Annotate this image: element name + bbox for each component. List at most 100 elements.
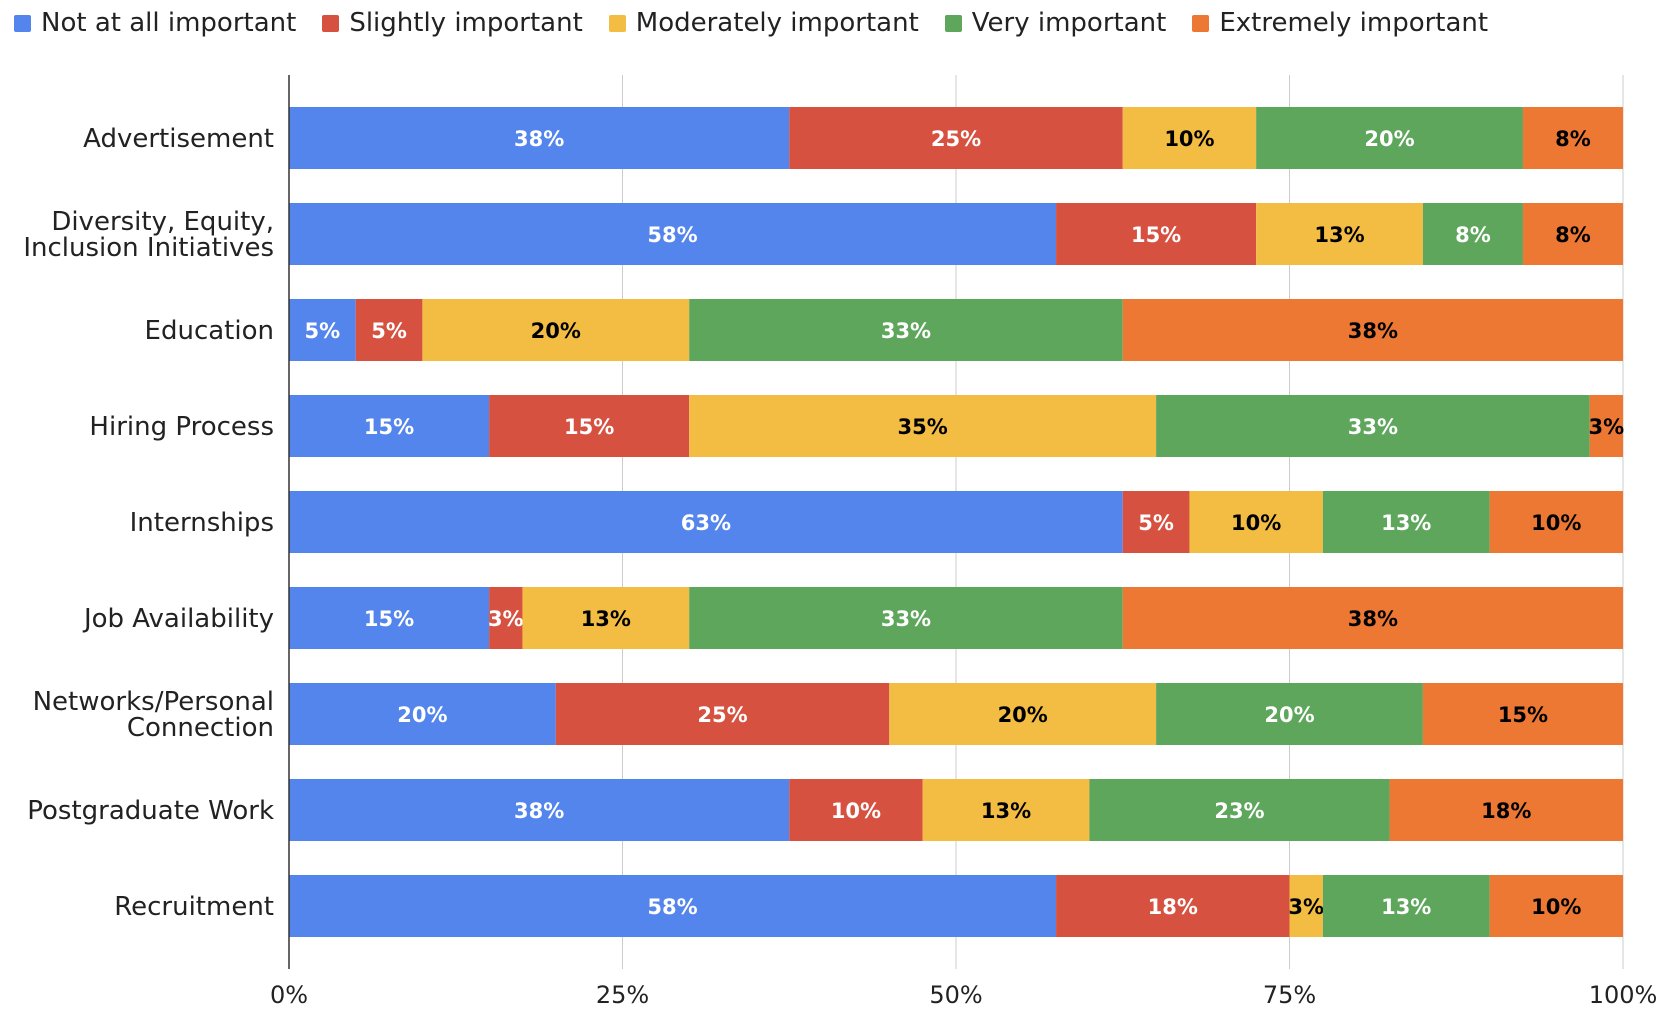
x-tick-label: 75% <box>1263 981 1316 1009</box>
legend-swatch <box>608 14 626 32</box>
legend-label: Not at all important <box>41 8 297 38</box>
bar-segment <box>289 203 1057 265</box>
data-label: 15% <box>1498 703 1548 727</box>
bar-segment <box>1189 491 1323 553</box>
legend-item: Slightly important <box>322 8 583 38</box>
legend-item: Very important <box>944 8 1167 38</box>
data-label: 33% <box>881 319 931 343</box>
data-label: 33% <box>881 607 931 631</box>
legend-swatch <box>1192 14 1210 32</box>
bar-segment <box>522 587 690 649</box>
bar-segment <box>289 779 790 841</box>
data-label: 10% <box>1231 511 1281 535</box>
bar-segment <box>1256 107 1523 169</box>
data-label: 38% <box>514 127 564 151</box>
data-label: 13% <box>1381 511 1431 535</box>
category-label-line: Postgraduate Work <box>27 796 274 826</box>
bar-segment <box>555 683 890 745</box>
category-label: Internships <box>130 508 274 538</box>
data-label: 13% <box>1381 895 1431 919</box>
bar-segment <box>789 779 923 841</box>
bar-segment <box>889 683 1157 745</box>
data-label: 38% <box>1348 607 1398 631</box>
data-label: 20% <box>1264 703 1314 727</box>
bar-segment <box>1522 203 1623 265</box>
data-label: 13% <box>1314 223 1364 247</box>
bar-segment <box>1256 203 1423 265</box>
bar-segment <box>689 587 1123 649</box>
data-label: 23% <box>1214 799 1264 823</box>
category-label: Education <box>145 316 274 346</box>
data-label: 10% <box>1531 895 1581 919</box>
category-label: Advertisement <box>83 124 274 154</box>
category-label-line: Networks/Personal <box>33 687 274 717</box>
legend-swatch <box>14 14 31 32</box>
bar-segment <box>1489 491 1623 553</box>
bar-segment <box>1156 395 1590 457</box>
chart-legend: Not at all important Slightly important Mo… <box>14 6 1514 40</box>
data-label: 15% <box>564 415 614 439</box>
x-tick-label: 100% <box>1589 981 1658 1009</box>
bar-segment <box>1289 875 1323 937</box>
data-label: 58% <box>647 223 697 247</box>
legend-label: Extremely important <box>1219 8 1489 38</box>
category-label-line: Diversity, Equity, <box>51 207 274 237</box>
bar-segment <box>289 299 356 361</box>
bar-segment <box>422 299 690 361</box>
data-label: 13% <box>981 799 1031 823</box>
data-label: 20% <box>998 703 1048 727</box>
x-tick-label: 0% <box>270 981 308 1009</box>
data-label: 33% <box>1348 415 1398 439</box>
category-label-line: Recruitment <box>114 892 274 922</box>
x-tick-label: 25% <box>596 981 649 1009</box>
category-label-line: Connection <box>127 713 274 743</box>
x-tick-label: 50% <box>929 981 982 1009</box>
bar-segment <box>1122 107 1257 169</box>
bar-segment <box>1589 395 1623 457</box>
bar-segment <box>289 395 490 457</box>
bar-segment <box>789 107 1123 169</box>
legend-label: Moderately important <box>635 8 919 38</box>
data-label: 5% <box>305 319 341 343</box>
legend-item: Extremely important <box>1192 8 1488 38</box>
data-label: 10% <box>831 799 881 823</box>
legend-item: Moderately important <box>608 8 919 38</box>
category-label-line: Internships <box>130 508 274 538</box>
bar-segment <box>289 683 556 745</box>
bar-segment <box>1122 491 1190 553</box>
data-label: 20% <box>1364 127 1414 151</box>
legend-swatch <box>944 14 962 32</box>
bar-segment <box>1522 107 1623 169</box>
bar-segment <box>289 587 490 649</box>
data-label: 25% <box>931 127 981 151</box>
data-label: 3% <box>488 607 524 631</box>
category-label: Postgraduate Work <box>27 796 274 826</box>
data-label: 8% <box>1555 127 1591 151</box>
data-label: 8% <box>1555 223 1591 247</box>
data-label: 38% <box>1348 319 1398 343</box>
bar-segment <box>1122 587 1623 649</box>
bar-segment <box>1422 203 1523 265</box>
bar-segment <box>1056 875 1290 937</box>
category-label-line: Job Availability <box>82 604 274 634</box>
data-label: 5% <box>1138 511 1174 535</box>
bar-segment <box>1322 875 1490 937</box>
bar-segment <box>1056 203 1257 265</box>
bar-segment <box>1489 875 1623 937</box>
bar-segment <box>689 299 1123 361</box>
legend-label: Very important <box>971 8 1167 38</box>
data-label: 20% <box>531 319 581 343</box>
category-label-line: Education <box>145 316 274 346</box>
data-label: 3% <box>1588 415 1624 439</box>
data-label: 38% <box>514 799 564 823</box>
bar-segment <box>1122 299 1623 361</box>
bar-segment <box>1322 491 1490 553</box>
category-label-line: Inclusion Initiatives <box>23 233 274 263</box>
legend-swatch <box>322 14 340 32</box>
data-label: 10% <box>1531 511 1581 535</box>
bar-segment <box>1422 683 1623 745</box>
data-label: 10% <box>1164 127 1214 151</box>
legend-label: Slightly important <box>349 8 583 38</box>
data-label: 35% <box>898 415 948 439</box>
